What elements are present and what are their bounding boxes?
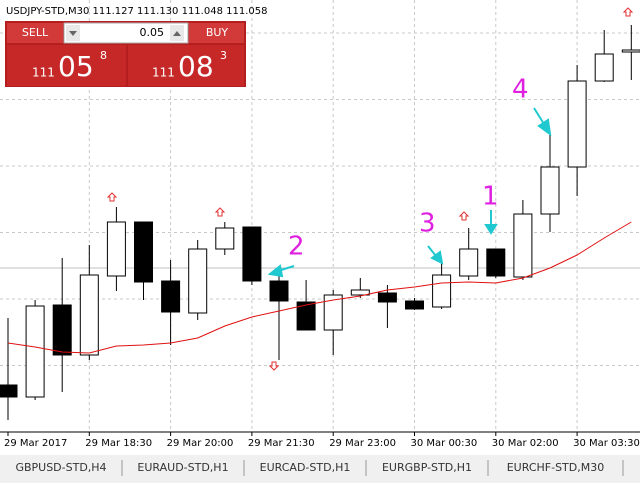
annotation: 1 xyxy=(482,182,499,212)
tab-label: EURCHF-STD,M30 xyxy=(507,461,605,474)
x-tick-label: 29 Mar 23:00 xyxy=(329,438,396,449)
candle-body xyxy=(134,221,153,283)
up-icon xyxy=(173,31,181,36)
candle-body xyxy=(106,221,126,277)
tab-label: GBPUSD-STD,H4 xyxy=(15,461,106,474)
tab[interactable] xyxy=(124,458,242,478)
header: USDJPY-STD,M30 111.127 111.130 111.048 1… xyxy=(6,6,267,17)
candle-body xyxy=(432,274,452,308)
tab[interactable] xyxy=(368,458,486,478)
x-tick-label: 30 Mar 03:30 xyxy=(573,438,640,449)
fractal-up xyxy=(622,7,634,17)
buy-button[interactable] xyxy=(189,23,244,43)
candle-body xyxy=(405,300,424,310)
tab-label: EURCAD-STD,H1 xyxy=(260,461,351,474)
fractal-down xyxy=(268,361,280,371)
lot-field[interactable] xyxy=(63,22,189,44)
tab-label: EURGBP-STD,H1 xyxy=(382,461,472,474)
annotation: 3 xyxy=(419,209,436,239)
bid-box[interactable] xyxy=(7,45,126,86)
annotation: 2 xyxy=(288,232,305,262)
x-tick-label: 29 Mar 2017 xyxy=(4,438,67,449)
candle-body xyxy=(242,226,262,282)
candle-body xyxy=(513,213,533,278)
tabs: GBPUSD-STD,H4 EURAUD-STD,H1 EURCAD-STD,H1 E… xyxy=(2,458,624,478)
candle-body xyxy=(621,49,640,53)
bid-big: 111 xyxy=(32,66,55,80)
arrowhead xyxy=(484,224,498,235)
candle-body xyxy=(323,294,343,331)
candle-body xyxy=(0,384,18,398)
candle-body xyxy=(594,53,614,82)
down-icon xyxy=(69,31,77,36)
arrowhead xyxy=(267,264,284,278)
sell-label: SELL xyxy=(22,26,49,39)
tab-label: EURAUD-STD,H1 xyxy=(137,461,228,474)
arrow xyxy=(533,107,545,125)
candle-body xyxy=(269,280,289,302)
candle-body xyxy=(25,305,45,398)
tab[interactable] xyxy=(490,458,621,478)
candle-body xyxy=(567,80,587,168)
ask-fraction: 3 xyxy=(220,49,227,62)
bid-fraction: 8 xyxy=(100,49,107,62)
annotation: 4 xyxy=(512,75,529,105)
arrowhead xyxy=(537,118,552,137)
bid-pips: 05 xyxy=(58,50,94,83)
sell-button[interactable] xyxy=(7,23,63,43)
plot xyxy=(0,25,640,420)
candle-body xyxy=(215,227,235,250)
arrowhead xyxy=(430,250,444,265)
ask-big: 111 xyxy=(152,66,175,80)
arrow xyxy=(427,245,437,257)
x-tick-label: 30 Mar 00:30 xyxy=(411,438,478,449)
x-tick-label: 29 Mar 21:30 xyxy=(248,438,315,449)
candle-body xyxy=(377,292,397,303)
fractal-up xyxy=(458,211,470,221)
candle-body xyxy=(52,304,72,356)
candle-body xyxy=(188,248,208,314)
fractals xyxy=(106,7,634,371)
candle-body xyxy=(540,166,560,215)
ask-pips: 08 xyxy=(178,50,214,83)
x-tick-label: 30 Mar 02:00 xyxy=(492,438,559,449)
x-tick-label: 29 Mar 20:00 xyxy=(167,438,234,449)
candle-body xyxy=(296,301,316,331)
moving-average xyxy=(7,221,632,354)
annotations: 1 2 3 4 xyxy=(288,75,529,262)
lot-value: 0.05 xyxy=(140,26,165,39)
candle-body xyxy=(486,248,506,277)
trade-panel: SELL 0.05 BUY 111 05 8 111 08 3 xyxy=(5,21,246,87)
tab[interactable] xyxy=(246,458,364,478)
candle-body xyxy=(161,280,181,313)
candle-body xyxy=(79,274,99,356)
candle-body xyxy=(459,248,479,277)
ask-box[interactable] xyxy=(128,45,244,86)
candle-body xyxy=(350,289,370,296)
grid xyxy=(0,0,640,430)
fractal-up xyxy=(214,207,226,217)
fractal-up xyxy=(106,192,118,202)
x-tick-label: 29 Mar 18:30 xyxy=(85,438,152,449)
tab[interactable] xyxy=(2,458,120,478)
buy-label: BUY xyxy=(206,26,229,39)
arrows xyxy=(267,107,552,278)
